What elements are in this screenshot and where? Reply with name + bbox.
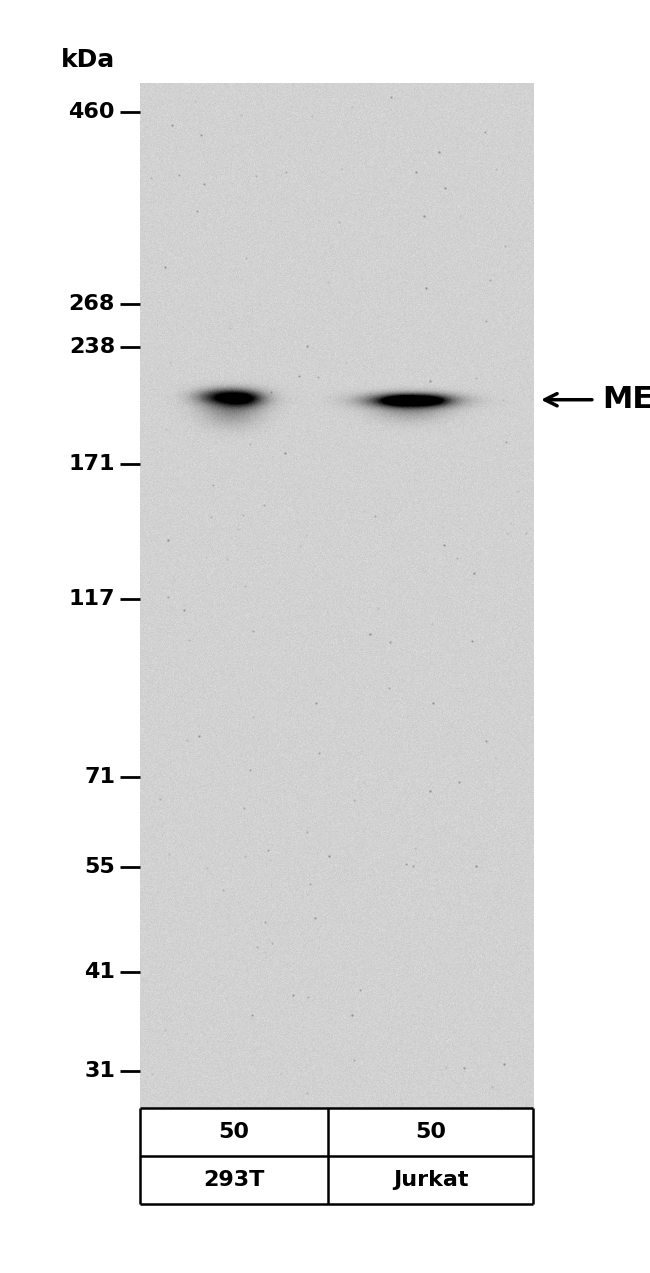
Text: 41: 41: [84, 962, 115, 981]
Text: Jurkat: Jurkat: [393, 1170, 469, 1190]
Text: MEKK4: MEKK4: [603, 386, 650, 414]
Text: 460: 460: [68, 102, 115, 122]
Text: 55: 55: [84, 858, 115, 877]
Text: 31: 31: [84, 1062, 115, 1081]
Text: 171: 171: [68, 454, 115, 475]
Text: 71: 71: [84, 766, 115, 787]
Text: 50: 50: [218, 1122, 250, 1142]
Text: 50: 50: [415, 1122, 446, 1142]
Text: 268: 268: [69, 294, 115, 314]
Text: 238: 238: [69, 336, 115, 356]
Text: 117: 117: [68, 589, 115, 608]
Text: 293T: 293T: [203, 1170, 265, 1190]
Text: kDa: kDa: [61, 48, 115, 71]
